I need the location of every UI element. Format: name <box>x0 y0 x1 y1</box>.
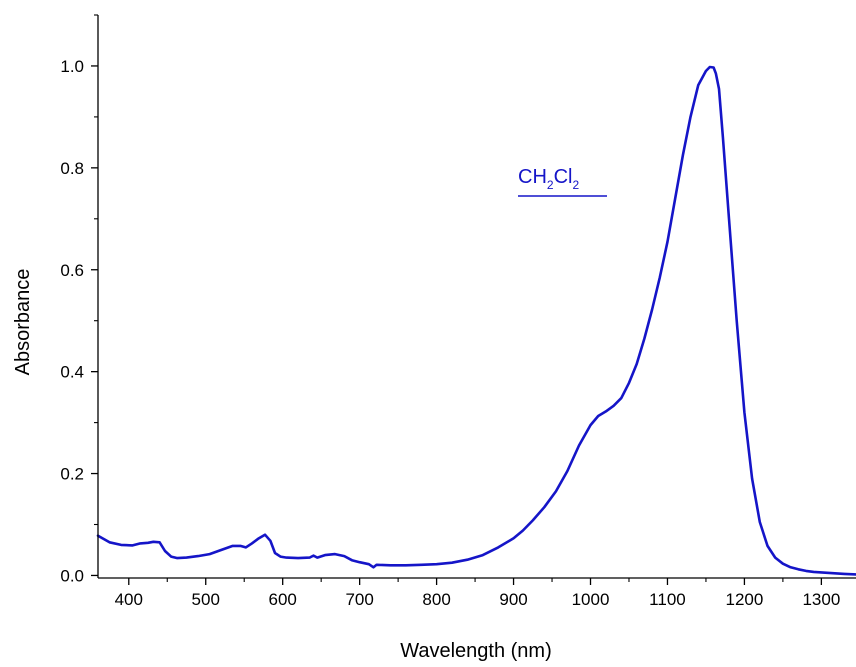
x-tick-label: 600 <box>269 590 297 609</box>
axes: 400 500 600 700 800 900 1000 1100 1200 1300 0.0 0.2… <box>60 14 856 609</box>
x-tick-label: 400 <box>115 590 143 609</box>
solvent-label-cl: Cl <box>554 166 573 188</box>
y-axis-title: Absorbance <box>12 269 34 376</box>
x-tick-label: 1000 <box>572 590 610 609</box>
x-tick-label: 1300 <box>802 590 840 609</box>
x-tick-label: 700 <box>345 590 373 609</box>
solvent-label-sub-2a: 2 <box>547 178 554 192</box>
x-axis-title: Wavelength (nm) <box>400 640 552 662</box>
y-tick-label: 0.6 <box>60 261 84 280</box>
solvent-label-sub-2b: 2 <box>572 178 579 192</box>
x-tick-label: 900 <box>499 590 527 609</box>
y-tick-label: 0.0 <box>60 566 84 585</box>
y-tick-label: 1.0 <box>60 57 84 76</box>
solvent-label-text: CH2Cl2 <box>518 166 579 192</box>
y-tick-label: 0.2 <box>60 465 84 484</box>
x-tick-label: 1200 <box>726 590 764 609</box>
x-tick-label: 500 <box>192 590 220 609</box>
y-tick-label: 0.8 <box>60 159 84 178</box>
solvent-label: CH2Cl2 <box>518 166 607 197</box>
y-tick-label: 0.4 <box>60 363 84 382</box>
x-tick-label: 800 <box>422 590 450 609</box>
x-tick-label: 1100 <box>649 590 686 609</box>
solvent-label-ch: CH <box>518 166 547 188</box>
plot-area <box>96 65 856 576</box>
series-line-0 <box>96 65 856 576</box>
